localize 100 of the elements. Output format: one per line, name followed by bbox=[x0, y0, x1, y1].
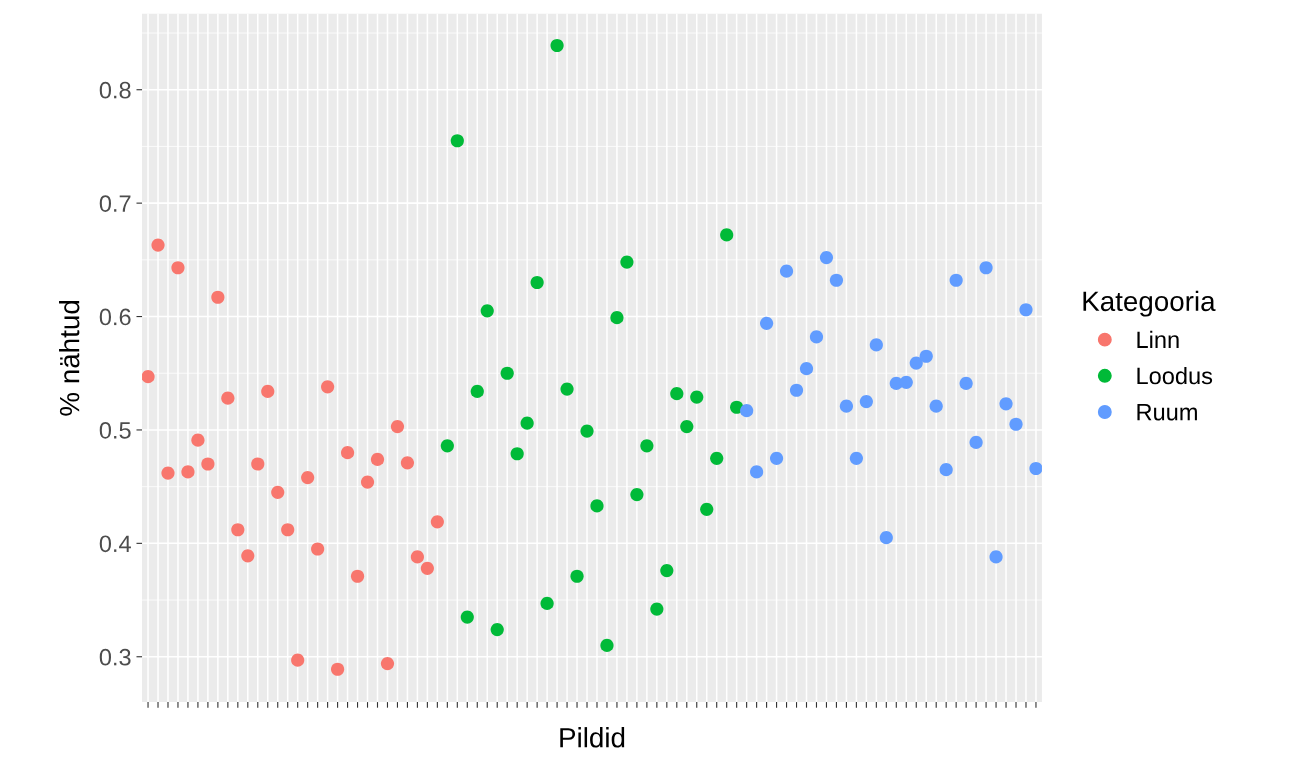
point bbox=[640, 439, 654, 453]
point bbox=[789, 383, 804, 397]
point bbox=[680, 419, 694, 434]
point bbox=[650, 602, 664, 616]
point bbox=[520, 416, 534, 430]
point bbox=[620, 255, 634, 269]
point bbox=[251, 457, 265, 471]
point bbox=[540, 596, 554, 611]
point bbox=[949, 273, 963, 287]
y-tick-label: 0.6 bbox=[99, 308, 131, 326]
point bbox=[450, 134, 464, 148]
point bbox=[879, 531, 893, 545]
point bbox=[660, 563, 674, 578]
point bbox=[690, 390, 704, 404]
point bbox=[590, 499, 604, 513]
point bbox=[470, 384, 484, 398]
point bbox=[670, 387, 684, 401]
point bbox=[1029, 461, 1042, 476]
point bbox=[161, 466, 175, 480]
point bbox=[400, 456, 415, 470]
point bbox=[1009, 417, 1023, 431]
point bbox=[919, 349, 933, 363]
point bbox=[221, 391, 235, 405]
y-tick-label: 0.7 bbox=[99, 195, 131, 212]
point bbox=[231, 523, 245, 537]
point bbox=[281, 523, 295, 537]
legend-label: Loodus bbox=[1137, 366, 1213, 385]
point bbox=[610, 311, 624, 325]
point bbox=[740, 404, 754, 418]
point bbox=[779, 264, 794, 278]
point bbox=[999, 397, 1013, 411]
point bbox=[869, 338, 883, 352]
point bbox=[410, 550, 424, 564]
point bbox=[959, 376, 973, 391]
y-axis-title: % nähtud bbox=[59, 301, 80, 416]
point bbox=[809, 330, 824, 344]
point bbox=[350, 569, 365, 583]
point bbox=[929, 399, 943, 413]
point bbox=[390, 419, 405, 434]
point bbox=[380, 656, 395, 671]
legend-label: Linn bbox=[1137, 330, 1179, 348]
point bbox=[630, 488, 644, 502]
point bbox=[560, 382, 574, 396]
point bbox=[829, 273, 844, 287]
point bbox=[799, 362, 814, 376]
point bbox=[989, 550, 1003, 564]
point bbox=[909, 356, 923, 370]
point bbox=[430, 515, 444, 529]
point bbox=[510, 447, 524, 461]
point bbox=[440, 439, 454, 453]
point bbox=[301, 470, 315, 485]
point bbox=[500, 366, 514, 380]
y-tick-label: 0.4 bbox=[99, 535, 131, 553]
point bbox=[171, 261, 185, 275]
point bbox=[151, 238, 165, 252]
y-tick-label: 0.5 bbox=[99, 422, 131, 439]
point bbox=[750, 465, 764, 479]
point bbox=[420, 561, 434, 575]
point bbox=[241, 549, 255, 563]
point bbox=[360, 475, 375, 489]
point bbox=[321, 380, 335, 394]
point bbox=[720, 228, 734, 242]
point bbox=[1019, 303, 1033, 317]
point bbox=[261, 384, 275, 398]
point bbox=[211, 290, 225, 304]
point bbox=[700, 502, 714, 516]
point bbox=[899, 375, 913, 389]
point bbox=[969, 435, 983, 450]
point bbox=[839, 399, 853, 413]
point bbox=[939, 463, 953, 477]
point bbox=[550, 38, 564, 53]
y-tick-label: 0.3 bbox=[99, 648, 131, 666]
point bbox=[142, 370, 155, 384]
point bbox=[311, 542, 325, 556]
point bbox=[979, 261, 993, 275]
x-axis-title: Pildid bbox=[560, 727, 625, 748]
point bbox=[490, 622, 504, 637]
point bbox=[191, 433, 205, 447]
legend-title: Kategooria bbox=[1083, 290, 1216, 317]
point bbox=[370, 452, 385, 467]
point bbox=[819, 250, 834, 265]
point bbox=[859, 395, 873, 409]
point bbox=[460, 610, 474, 624]
point bbox=[291, 653, 305, 667]
point bbox=[769, 451, 784, 465]
point bbox=[570, 569, 584, 583]
point bbox=[181, 465, 195, 479]
point bbox=[760, 316, 774, 330]
point bbox=[849, 451, 863, 465]
point bbox=[480, 304, 494, 318]
y-tick-label: 0.8 bbox=[99, 81, 131, 99]
legend-label: Ruum bbox=[1137, 404, 1197, 421]
point bbox=[271, 485, 285, 499]
point bbox=[580, 424, 594, 438]
point bbox=[201, 457, 215, 471]
point bbox=[600, 638, 614, 652]
point bbox=[530, 275, 544, 290]
point bbox=[331, 662, 345, 676]
point bbox=[710, 451, 724, 465]
point bbox=[340, 446, 355, 460]
